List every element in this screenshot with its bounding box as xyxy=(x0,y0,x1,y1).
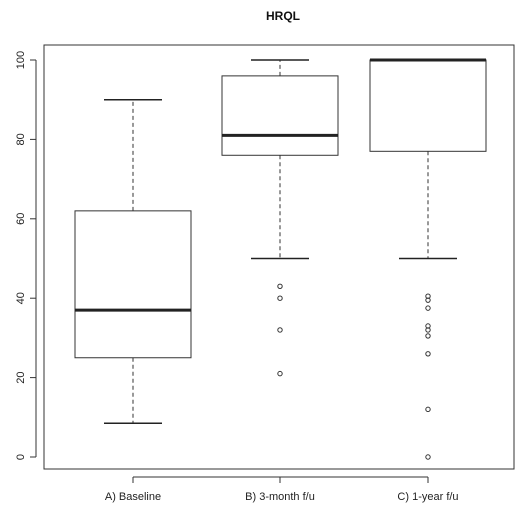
x-tick-label: B) 3-month f/u xyxy=(245,491,315,503)
box-group xyxy=(74,98,192,425)
outlier-point xyxy=(425,297,431,303)
outlier-point xyxy=(277,283,283,289)
outlier-point xyxy=(425,351,431,357)
chart-title: HRQL xyxy=(266,9,300,23)
iqr-box xyxy=(369,59,487,152)
outlier-point xyxy=(425,406,431,413)
x-tick-label: C) 1-year f/u xyxy=(397,491,458,503)
box-group xyxy=(221,59,339,377)
x-tick-label: A) Baseline xyxy=(105,491,161,503)
outlier-point xyxy=(277,295,283,301)
outlier-point xyxy=(425,454,431,460)
y-tick-label: 20 xyxy=(15,371,27,383)
outlier-point xyxy=(425,333,431,339)
outlier-point xyxy=(277,327,283,333)
y-tick-label: 0 xyxy=(15,454,27,460)
y-tick-label: 100 xyxy=(15,51,27,69)
outlier-point xyxy=(425,305,431,311)
outlier-point xyxy=(277,370,283,377)
boxes xyxy=(74,58,487,460)
box-group xyxy=(369,58,487,460)
y-tick-label: 40 xyxy=(15,292,27,304)
iqr-box xyxy=(74,210,192,359)
iqr-box xyxy=(221,75,339,156)
plot-frame xyxy=(43,44,515,470)
x-axis: A) Baseline B) 3-month f/u C) 1-year f/u xyxy=(105,476,459,503)
y-tick-label: 80 xyxy=(15,133,27,145)
outlier-point xyxy=(425,327,431,333)
y-tick-label: 60 xyxy=(15,213,27,225)
y-axis: 0 20 40 60 80 100 xyxy=(15,51,37,460)
